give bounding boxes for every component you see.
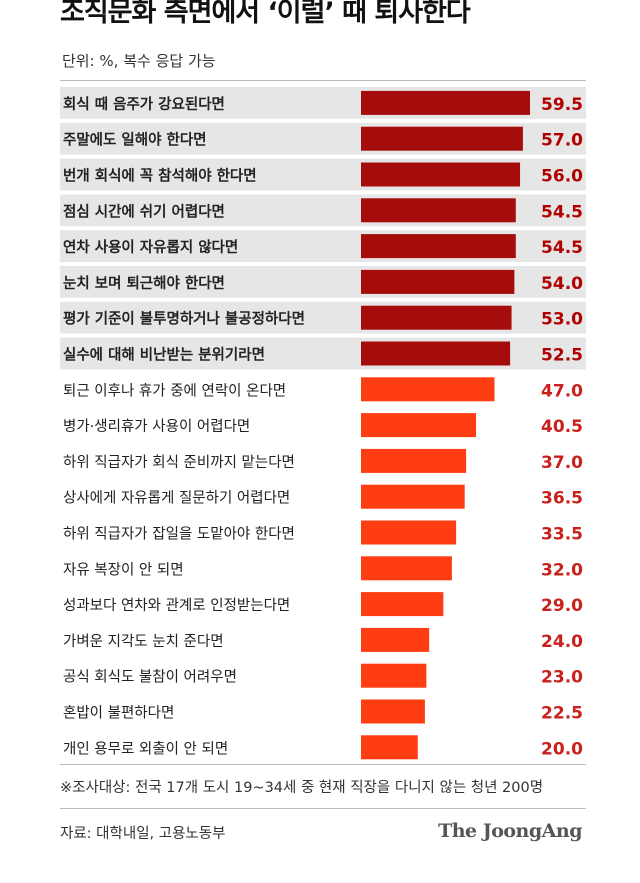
bar [361, 341, 511, 366]
category-label: 점심 시간에 쉬기 어렵다면 [63, 202, 225, 220]
category-label: 번개 회식에 꼭 참석해야 한다면 [63, 167, 257, 185]
value-label: 40.5 [541, 417, 583, 437]
value-label: 54.5 [541, 238, 583, 258]
bar [361, 735, 418, 760]
bottom-divider [60, 764, 586, 765]
category-label: 개인 용무로 외출이 안 되면 [63, 740, 228, 757]
value-label: 53.0 [541, 310, 583, 330]
value-label: 20.0 [541, 739, 583, 759]
bar [361, 627, 430, 652]
bar [361, 234, 516, 259]
bar [361, 520, 457, 545]
category-label: 눈치 보며 퇴근해야 한다면 [63, 275, 225, 292]
category-label: 하위 직급자가 잡일을 도맡아야 한다면 [63, 526, 295, 543]
bar [361, 162, 521, 187]
category-label: 공식 회식도 불참이 어려우면 [63, 669, 237, 686]
category-label: 하위 직급자가 회식 준비까지 맡는다면 [63, 454, 295, 471]
value-label: 37.0 [541, 453, 583, 473]
bar [361, 699, 425, 724]
bar [361, 377, 495, 402]
category-label: 퇴근 이후나 휴가 중에 연락이 온다면 [63, 382, 286, 399]
category-label: 상사에게 자유롭게 질문하기 어렵다면 [63, 490, 290, 507]
value-label: 22.5 [541, 704, 583, 724]
value-label: 47.0 [541, 381, 583, 401]
survey-note: ※조사대상: 전국 17개 도시 19~34세 중 현재 직장을 다니지 않는 … [60, 780, 544, 796]
category-label: 평가 기준이 불투명하거나 불공정하다면 [63, 310, 305, 328]
value-label: 36.5 [541, 489, 583, 509]
footer-divider [60, 808, 586, 809]
category-label: 연차 사용이 자유롭지 않다면 [63, 239, 238, 256]
category-label: 실수에 대해 비난받는 분위기라면 [63, 346, 265, 364]
unit-note: 단위: %, 복수 응답 가능 [62, 52, 216, 70]
bar [361, 413, 477, 438]
bar [361, 592, 444, 617]
chart-title: 조직문화 측면에서 ‘이럴’ 때 퇴사한다 [60, 0, 471, 28]
bar [361, 269, 515, 294]
bar [361, 90, 530, 115]
value-label: 57.0 [541, 131, 583, 151]
value-label: 23.0 [541, 668, 583, 688]
value-label: 24.0 [541, 632, 583, 652]
publisher-logo: The JoongAng [438, 820, 582, 842]
value-label: 54.0 [541, 274, 583, 294]
value-label: 33.5 [541, 525, 583, 545]
top-divider [60, 80, 586, 81]
category-label: 가벼운 지각도 눈치 준다면 [63, 633, 224, 650]
category-label: 혼밥이 불편하다면 [63, 705, 174, 722]
value-label: 29.0 [541, 596, 583, 616]
bar [361, 305, 512, 330]
bar [361, 556, 452, 581]
category-label: 성과보다 연차와 관계로 인정받는다면 [63, 597, 290, 614]
source-note: 자료: 대학내일, 고용노동부 [60, 826, 226, 842]
category-label: 병가·생리휴가 사용이 어렵다면 [63, 418, 250, 435]
bar [361, 484, 465, 509]
value-label: 52.5 [541, 346, 583, 366]
value-label: 59.5 [541, 95, 583, 115]
bar [361, 198, 516, 223]
value-label: 56.0 [541, 167, 583, 187]
bar [361, 663, 427, 688]
bar [361, 126, 523, 151]
category-label: 자유 복장이 안 되면 [63, 561, 184, 578]
value-label: 32.0 [541, 560, 583, 580]
category-label: 주말에도 일해야 한다면 [63, 131, 207, 149]
category-label: 회식 때 음주가 강요된다면 [63, 95, 225, 113]
value-label: 54.5 [541, 202, 583, 222]
bar [361, 448, 467, 473]
